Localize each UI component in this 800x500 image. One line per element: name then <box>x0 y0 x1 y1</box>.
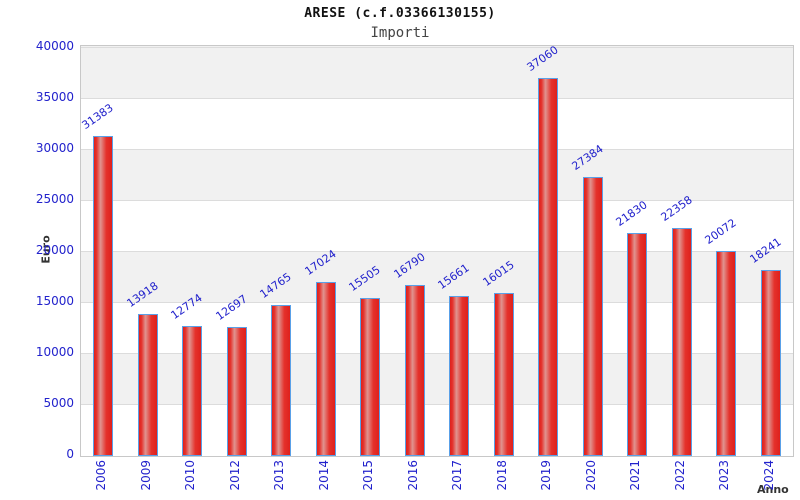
bar <box>360 297 381 456</box>
x-tick-label: 2017 <box>450 460 465 491</box>
bar <box>760 269 781 456</box>
y-tick-label: 20000 <box>35 243 74 257</box>
x-tick-label: 2020 <box>583 460 598 491</box>
bar <box>404 284 425 456</box>
gridline <box>81 47 793 48</box>
gridline <box>81 98 793 99</box>
bar <box>315 282 336 456</box>
gridline <box>81 149 793 150</box>
x-tick-label: 2012 <box>227 460 242 491</box>
gridline <box>81 302 793 303</box>
bar <box>538 78 559 456</box>
gridline <box>81 251 793 252</box>
bar <box>271 305 292 456</box>
x-axis-title: Anno <box>757 483 789 496</box>
x-tick-label: 2019 <box>539 460 554 491</box>
x-tick-label: 2023 <box>717 460 732 491</box>
x-tick-label: 2022 <box>672 460 687 491</box>
y-tick-label: 35000 <box>35 90 74 104</box>
gridline <box>81 200 793 201</box>
plot-band <box>81 46 793 99</box>
gridline <box>81 404 793 405</box>
x-tick-label: 2016 <box>405 460 420 491</box>
bar <box>671 227 692 456</box>
chart-title: ARESE (c.f.03366130155) <box>304 6 496 21</box>
y-tick-label: 15000 <box>35 294 74 308</box>
bar <box>449 296 470 456</box>
y-tick-label: 40000 <box>35 39 74 53</box>
bar <box>627 233 648 456</box>
y-tick-label: 30000 <box>35 141 74 155</box>
bar <box>493 292 514 456</box>
y-tick-label: 0 <box>66 447 74 461</box>
plot-band <box>81 150 793 201</box>
bar <box>716 251 737 456</box>
x-tick-label: 2021 <box>628 460 643 491</box>
x-tick-label: 2013 <box>272 460 287 491</box>
x-tick-label: 2018 <box>494 460 509 491</box>
bar <box>137 314 158 456</box>
x-tick-label: 2024 <box>761 460 776 491</box>
x-tick-label: 2006 <box>94 460 109 491</box>
bar <box>582 176 603 456</box>
plot-band <box>81 99 793 150</box>
plot-area: 31383 13918 12774 12697 14765 17024 15505 16790… <box>80 43 794 457</box>
bar <box>182 325 203 456</box>
y-tick-label: 25000 <box>35 192 74 206</box>
x-tick-label: 2010 <box>183 460 198 491</box>
bar <box>226 326 247 456</box>
x-tick-label: 2009 <box>138 460 153 491</box>
y-tick-label: 5000 <box>43 396 74 410</box>
gridline <box>81 353 793 354</box>
x-tick-label: 2014 <box>316 460 331 491</box>
chart-subtitle: Importi <box>370 25 430 41</box>
bar <box>93 135 114 456</box>
x-tick-label: 2015 <box>361 460 376 491</box>
y-tick-label: 10000 <box>35 345 74 359</box>
